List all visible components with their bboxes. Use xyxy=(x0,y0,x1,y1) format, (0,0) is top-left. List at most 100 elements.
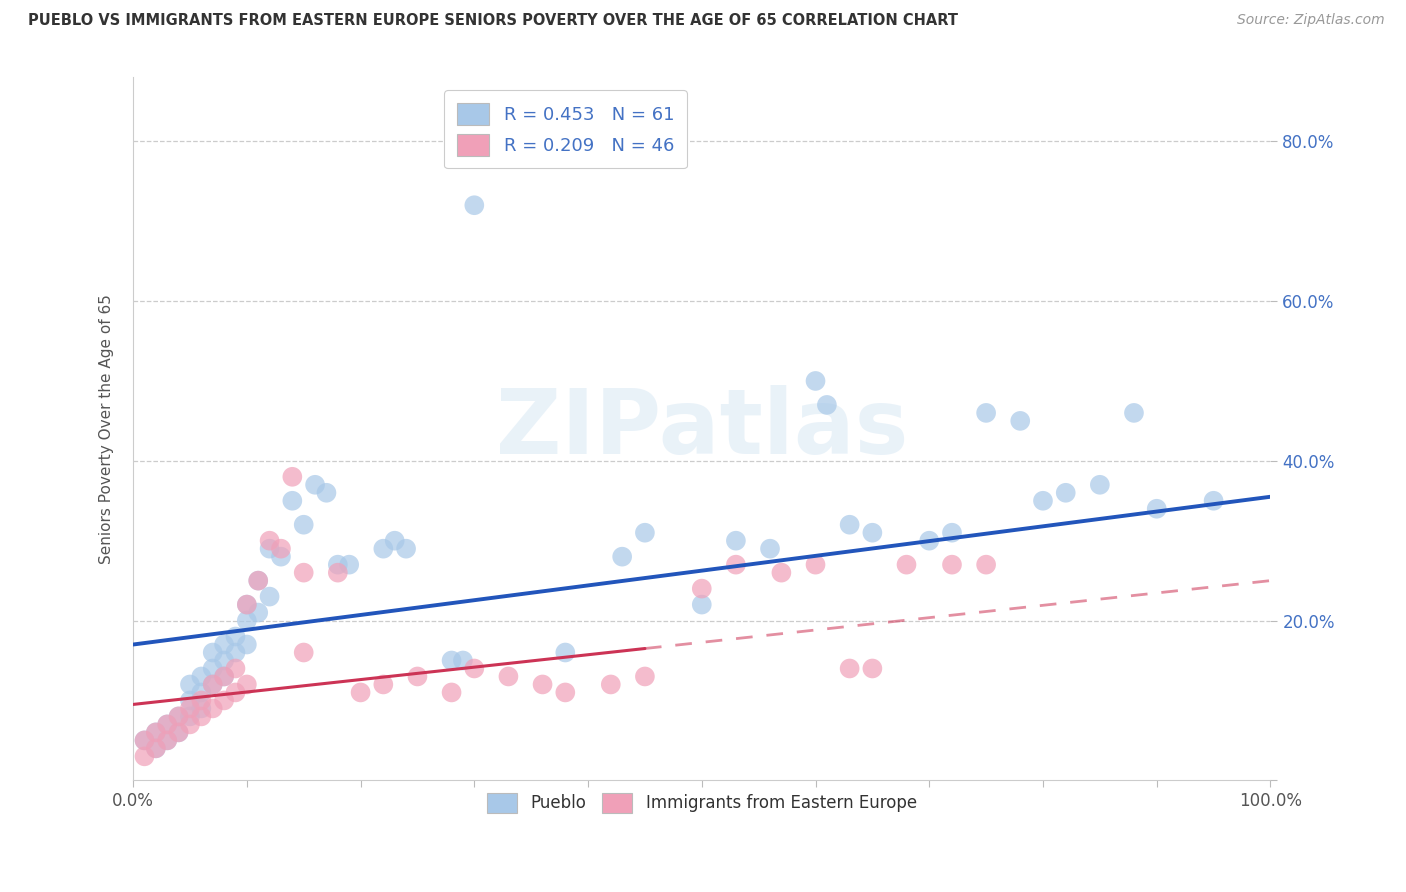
Point xyxy=(498,669,520,683)
Point xyxy=(690,598,713,612)
Point xyxy=(531,677,554,691)
Y-axis label: Seniors Poverty Over the Age of 65: Seniors Poverty Over the Age of 65 xyxy=(100,294,114,564)
Point xyxy=(599,677,621,691)
Point xyxy=(373,677,395,691)
Point xyxy=(838,517,860,532)
Point xyxy=(236,638,259,652)
Point xyxy=(281,493,304,508)
Point xyxy=(292,566,315,580)
Point xyxy=(373,541,395,556)
Point xyxy=(804,558,827,572)
Point xyxy=(384,533,406,548)
Point xyxy=(440,685,463,699)
Point xyxy=(281,470,304,484)
Point xyxy=(236,614,259,628)
Point xyxy=(1010,414,1032,428)
Point xyxy=(463,198,485,212)
Point xyxy=(395,541,418,556)
Point xyxy=(134,733,156,747)
Point xyxy=(974,558,997,572)
Point xyxy=(1054,485,1077,500)
Point xyxy=(224,646,246,660)
Point xyxy=(167,725,190,739)
Point xyxy=(724,533,747,548)
Point xyxy=(326,558,349,572)
Point xyxy=(134,749,156,764)
Point xyxy=(406,669,429,683)
Point xyxy=(201,661,224,675)
Text: Source: ZipAtlas.com: Source: ZipAtlas.com xyxy=(1237,13,1385,28)
Point xyxy=(270,549,292,564)
Point xyxy=(304,477,326,491)
Point xyxy=(212,669,235,683)
Point xyxy=(224,661,246,675)
Point xyxy=(190,701,212,715)
Point xyxy=(896,558,918,572)
Point xyxy=(1032,493,1054,508)
Point xyxy=(315,485,337,500)
Text: ZIPatlas: ZIPatlas xyxy=(495,384,908,473)
Point xyxy=(554,646,576,660)
Point xyxy=(247,606,270,620)
Point xyxy=(349,685,371,699)
Point xyxy=(236,598,259,612)
Point xyxy=(212,638,235,652)
Point xyxy=(259,590,281,604)
Point xyxy=(201,677,224,691)
Legend: Pueblo, Immigrants from Eastern Europe: Pueblo, Immigrants from Eastern Europe xyxy=(475,781,928,825)
Point xyxy=(860,525,883,540)
Point xyxy=(451,653,474,667)
Point xyxy=(554,685,576,699)
Point xyxy=(179,709,201,723)
Point xyxy=(179,677,201,691)
Point xyxy=(212,669,235,683)
Point xyxy=(134,733,156,747)
Point xyxy=(145,725,167,739)
Point xyxy=(145,725,167,739)
Point xyxy=(247,574,270,588)
Point xyxy=(634,669,657,683)
Point xyxy=(190,685,212,699)
Point xyxy=(156,717,179,731)
Point xyxy=(918,533,941,548)
Point xyxy=(201,677,224,691)
Point xyxy=(179,717,201,731)
Point xyxy=(292,646,315,660)
Point xyxy=(156,717,179,731)
Point xyxy=(156,733,179,747)
Point xyxy=(326,566,349,580)
Point xyxy=(440,653,463,667)
Point xyxy=(1088,477,1111,491)
Point xyxy=(270,541,292,556)
Point xyxy=(337,558,360,572)
Point xyxy=(167,725,190,739)
Point xyxy=(724,558,747,572)
Point xyxy=(179,701,201,715)
Point xyxy=(212,693,235,707)
Point xyxy=(190,709,212,723)
Point xyxy=(941,525,963,540)
Point xyxy=(1123,406,1146,420)
Point xyxy=(145,741,167,756)
Point xyxy=(145,741,167,756)
Point xyxy=(167,709,190,723)
Point xyxy=(190,693,212,707)
Point xyxy=(224,685,246,699)
Point xyxy=(292,517,315,532)
Point xyxy=(179,693,201,707)
Point xyxy=(804,374,827,388)
Point xyxy=(815,398,838,412)
Point xyxy=(860,661,883,675)
Point xyxy=(156,733,179,747)
Text: PUEBLO VS IMMIGRANTS FROM EASTERN EUROPE SENIORS POVERTY OVER THE AGE OF 65 CORR: PUEBLO VS IMMIGRANTS FROM EASTERN EUROPE… xyxy=(28,13,957,29)
Point xyxy=(247,574,270,588)
Point xyxy=(236,677,259,691)
Point xyxy=(212,653,235,667)
Point xyxy=(690,582,713,596)
Point xyxy=(190,669,212,683)
Point xyxy=(167,709,190,723)
Point xyxy=(1146,501,1168,516)
Point xyxy=(224,630,246,644)
Point xyxy=(259,541,281,556)
Point xyxy=(463,661,485,675)
